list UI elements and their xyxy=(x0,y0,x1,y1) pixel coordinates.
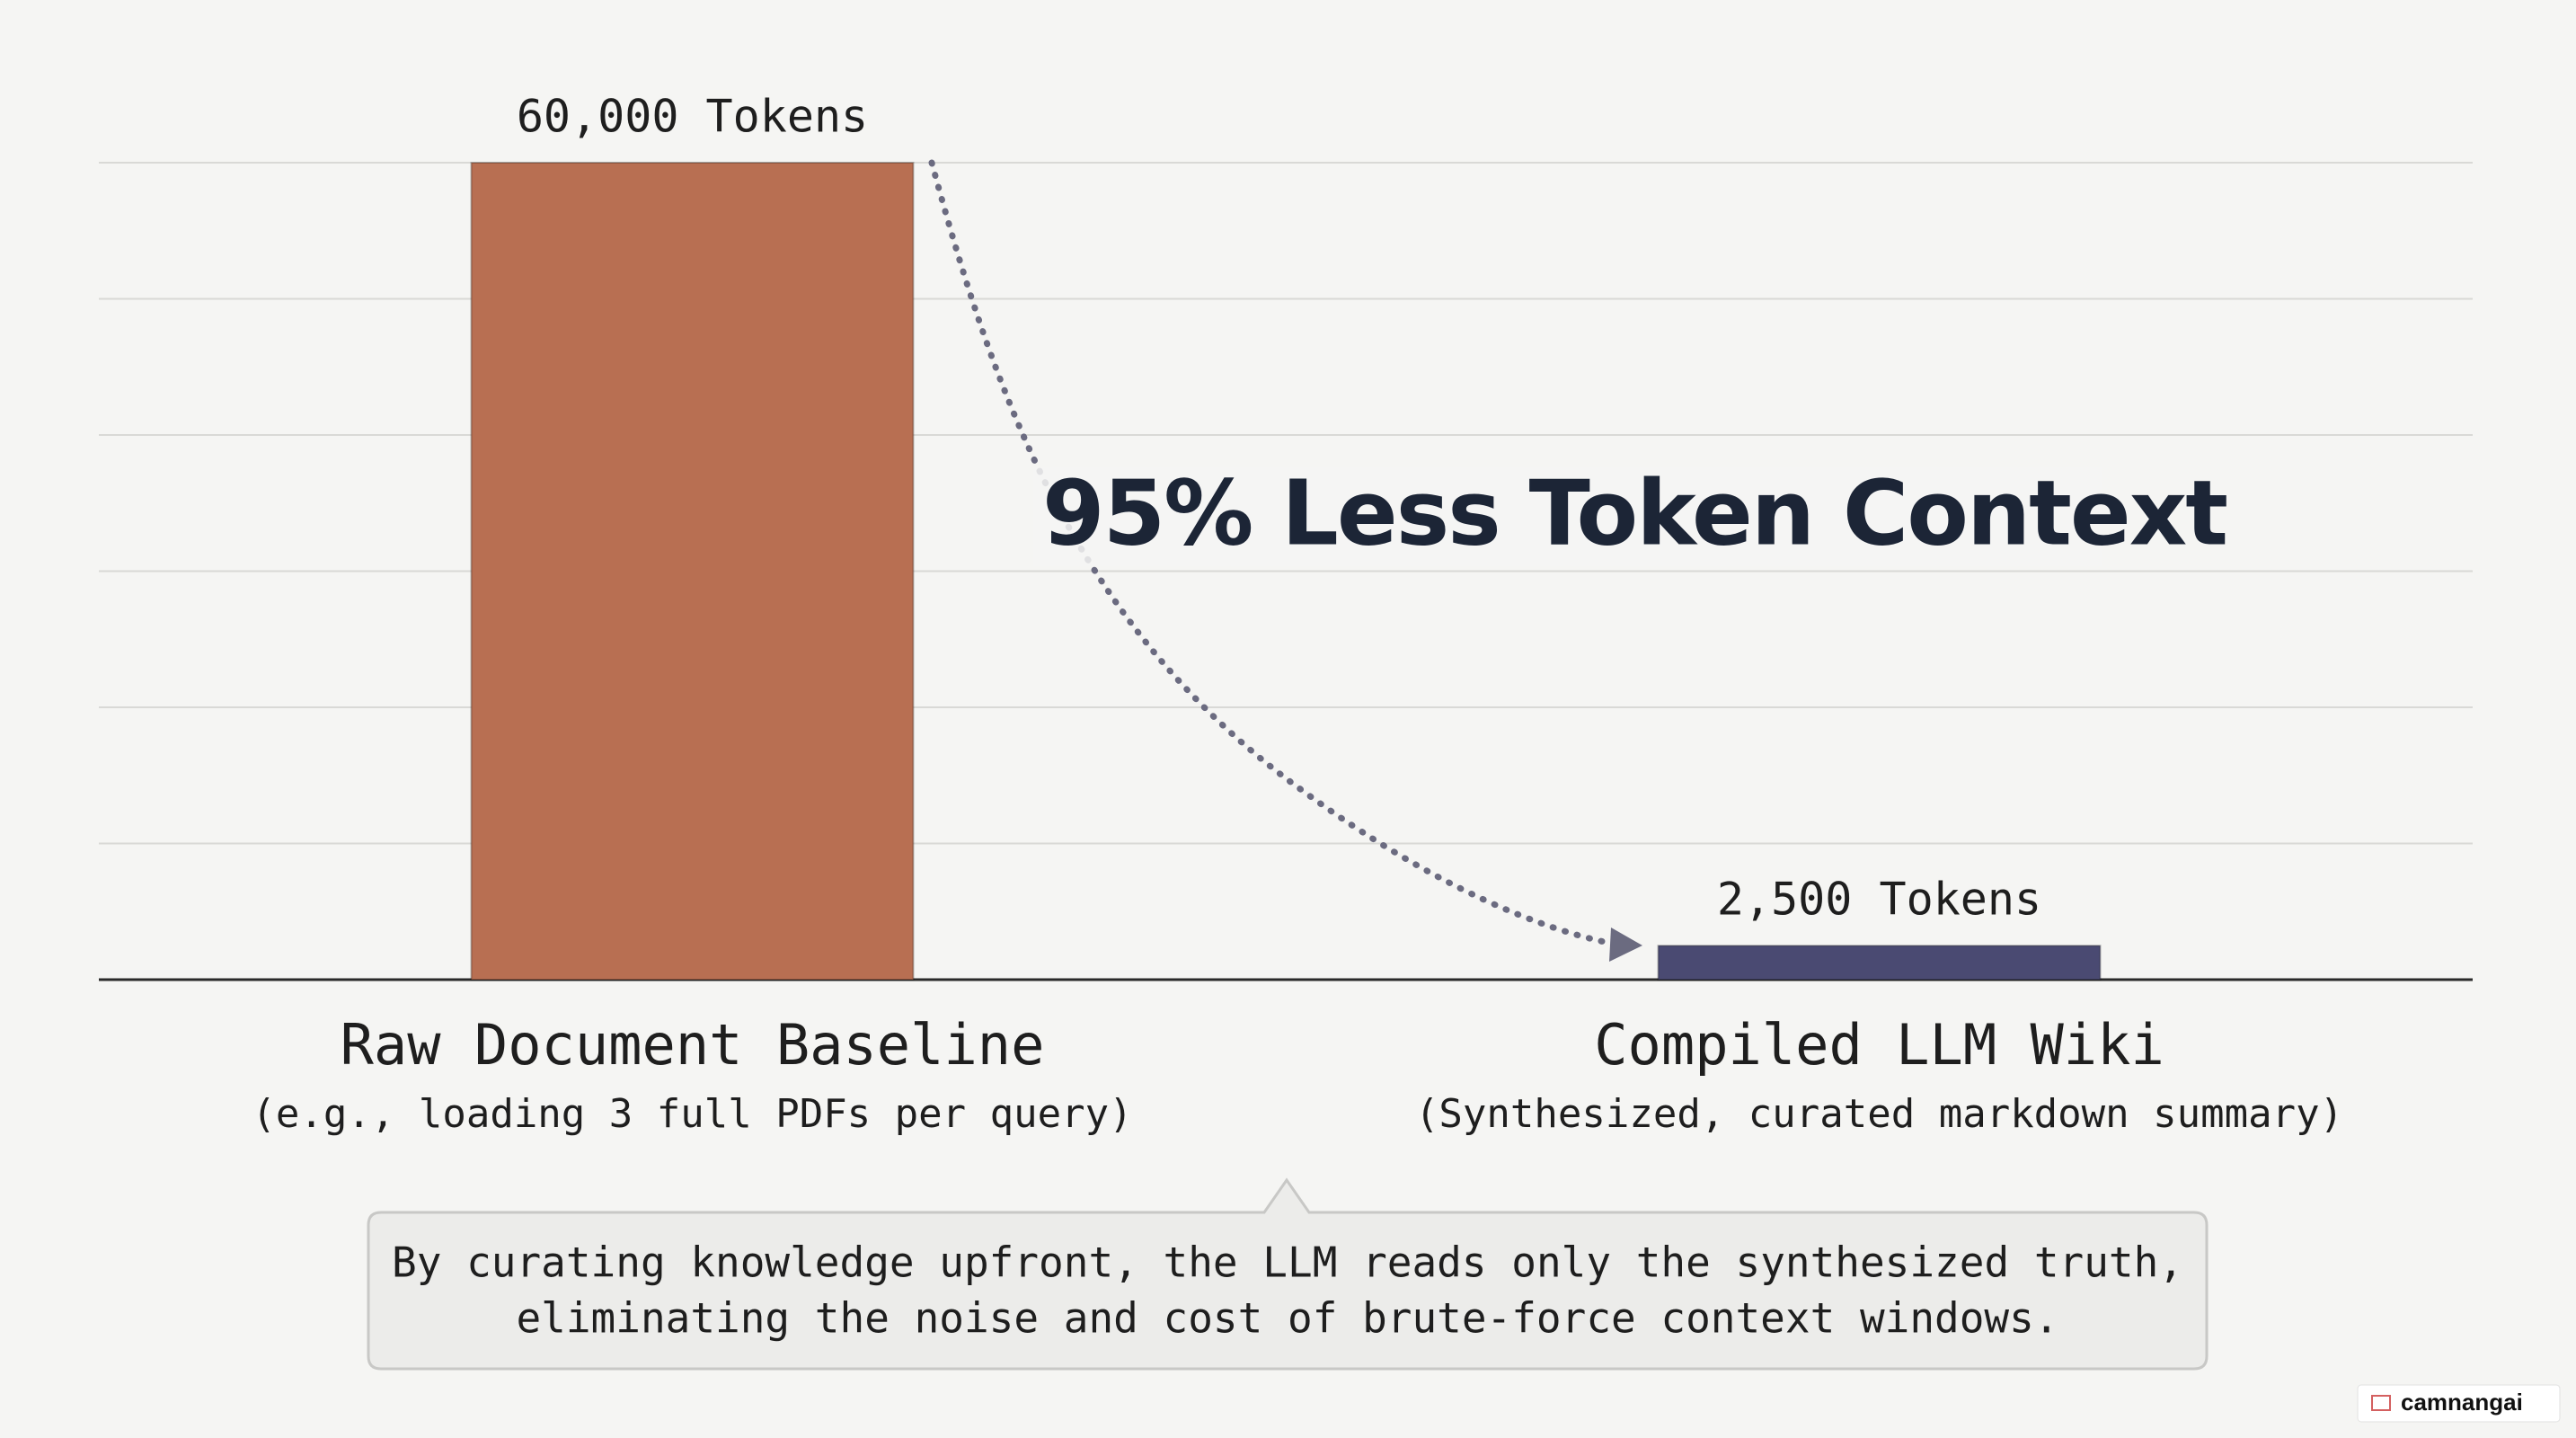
category-note: (Synthesized, curated markdown summary) xyxy=(1415,1091,2343,1137)
callout-text: eliminating the noise and cost of brute-… xyxy=(516,1294,2058,1343)
bars xyxy=(470,162,2102,981)
trend-arrow xyxy=(928,159,1616,947)
x-tick-label: Compiled LLM Wiki xyxy=(1594,1012,2164,1078)
x-tick-label: Raw Document Baseline xyxy=(341,1012,1045,1078)
callout-box xyxy=(367,1177,2209,1371)
arrow-head xyxy=(1609,928,1642,962)
watermark-icon xyxy=(2371,1395,2391,1411)
value-label: 60,000 Tokens xyxy=(517,91,868,143)
bar xyxy=(470,162,915,981)
bar xyxy=(1657,945,2102,981)
watermark: camnangai xyxy=(2401,1389,2523,1416)
value-label: 2,500 Tokens xyxy=(1717,874,2041,926)
callout-text: By curating knowledge upfront, the LLM r… xyxy=(392,1238,2183,1287)
category-note: (e.g., loading 3 full PDFs per query) xyxy=(252,1091,1132,1137)
annotation: 95% Less Token Context xyxy=(1042,460,2226,565)
watermark-box xyxy=(2357,1384,2561,1423)
annotation-backdrop xyxy=(1033,467,2102,566)
